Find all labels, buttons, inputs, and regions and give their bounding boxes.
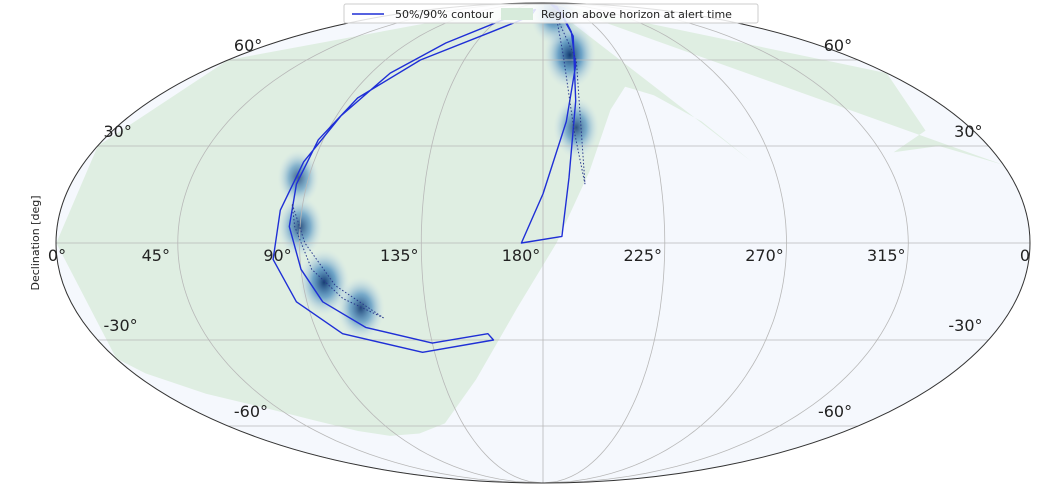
dec-tick-label-right--30: -30° (104, 316, 138, 335)
probability-peak-3 (298, 249, 350, 316)
dec-tick-label-left--60: -60° (818, 402, 852, 421)
horizon-region (56, 3, 1004, 436)
ra-tick-label-225: 225° (624, 246, 663, 265)
legend-label-horizon: Region above horizon at alert time (541, 8, 732, 21)
ra-tick-label-180: 180° (502, 246, 541, 265)
legend-label-contour: 50%/90% contour (395, 8, 494, 21)
legend-box (343, 3, 759, 24)
ra-gridline-3 (542, 3, 666, 483)
ra-tick-label-270: 270° (745, 246, 784, 265)
dec-tick-label-left--30: -30° (948, 316, 982, 335)
ra-tick-label-90: 90° (263, 246, 291, 265)
tick-labels: 315° 270° 225° 180° 135° 90° 45° 0° 0 60° 60° 30° 30… (48, 36, 1030, 421)
legend-swatch-horizon (501, 8, 533, 20)
ra-gridline-7 (177, 3, 544, 483)
ra-tick-label-45: 45° (142, 246, 170, 265)
ra-gridline-5 (420, 3, 544, 483)
probability-peak-1 (553, 97, 600, 158)
contour-90-arc_south (272, 8, 537, 353)
y-axis-label: Declination [deg] (29, 196, 42, 291)
contour-50-0 (555, 15, 586, 185)
graticule (56, 3, 1030, 483)
dec-tick-label-right-30: 30° (104, 122, 132, 141)
contour-50-1 (291, 203, 384, 319)
ra-tick-label-right-edge: 0 (1020, 246, 1030, 265)
dec-tick-label-right--60: -60° (234, 402, 268, 421)
probability-peak-4 (336, 276, 385, 340)
ra-gridline-6 (299, 3, 544, 483)
dec-tick-label-left-30: 30° (954, 122, 982, 141)
dec-tick-label-right-60: 60° (234, 36, 262, 55)
sky-frame (55, 2, 1031, 484)
ra-gridline-2 (542, 3, 787, 483)
ra-tick-label-315: 315° (867, 246, 906, 265)
ra-tick-label-135: 135° (380, 246, 419, 265)
ra-gridline-1 (542, 3, 909, 483)
ra-tick-label-left-edge: 0° (48, 246, 66, 265)
dec-tick-label-left-60: 60° (824, 36, 852, 55)
probability-peak-6 (277, 149, 320, 206)
legend: 50%/90% contour Region above horizon at … (343, 3, 759, 24)
